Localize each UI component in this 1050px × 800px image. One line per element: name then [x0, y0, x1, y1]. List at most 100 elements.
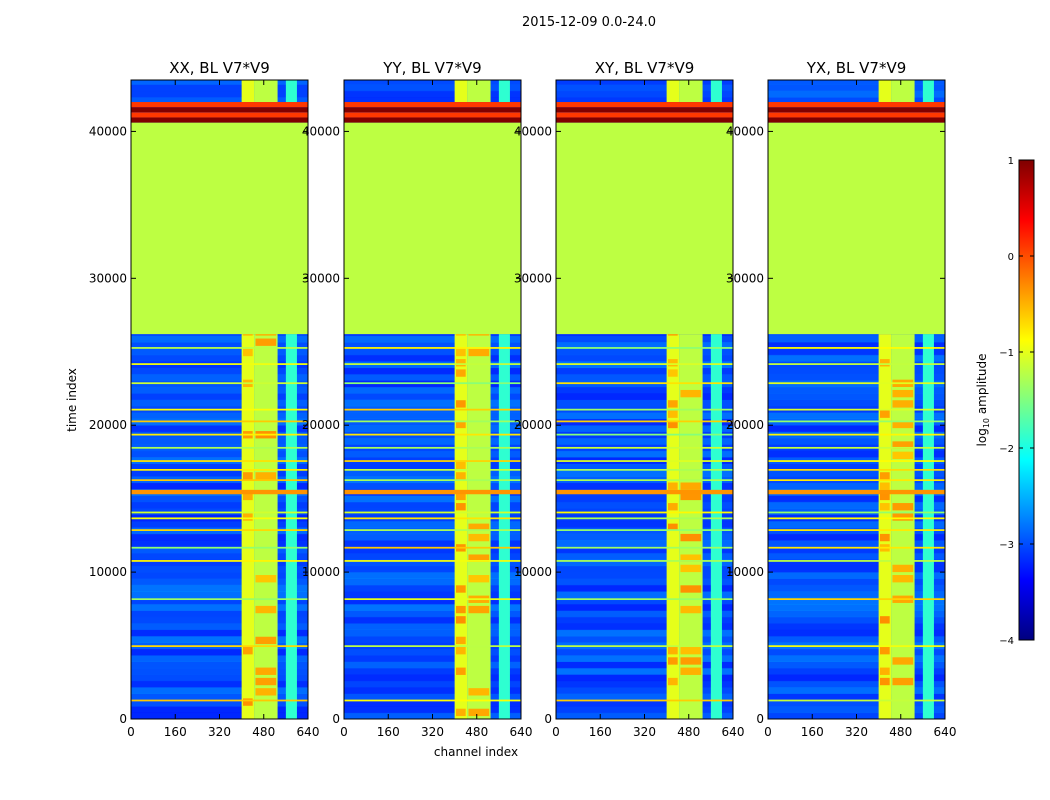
panel-2: YY, BL V7*V9 0 160 320 480 640 0 10000 20000 3000…	[302, 59, 533, 739]
heatmap-cell-row	[131, 623, 308, 631]
rfi-row	[344, 699, 521, 702]
heatmap-cell-row	[344, 661, 521, 669]
rfi-row	[556, 363, 733, 365]
heatmap-cell-row	[768, 706, 945, 714]
heatmap-cell-row	[344, 603, 521, 611]
rfi-hotspot	[892, 564, 914, 573]
rfi-hotspot	[668, 482, 678, 490]
rfi-hotspot	[456, 636, 466, 645]
rfi-hotspot	[456, 616, 466, 624]
rfi-hotspot	[456, 359, 466, 367]
heatmap-cell-row	[131, 559, 308, 567]
heatmap-cell-row	[768, 572, 945, 579]
y-tick-label: 30000	[726, 271, 764, 285]
heatmap-cell-row	[768, 341, 945, 349]
bright-channel-band	[285, 334, 297, 719]
heatmap-cell-row	[556, 623, 733, 631]
heatmap-cell-row	[344, 540, 521, 547]
rfi-row	[131, 408, 308, 411]
heatmap-cell-row	[768, 463, 945, 471]
rfi-hotspot	[680, 657, 702, 665]
heatmap-cell-row	[131, 706, 308, 714]
heatmap-cell-row	[344, 386, 521, 394]
heatmap-cell-row	[344, 482, 521, 490]
heatmap-cell-row	[556, 610, 733, 618]
bright-channel-band	[254, 80, 278, 103]
rfi-hotspot	[680, 389, 702, 398]
y-tick-label: 20000	[514, 418, 552, 432]
heatmap-cell-row	[556, 463, 733, 471]
x-tick-label: 640	[510, 725, 533, 739]
rfi-hotspot	[680, 554, 702, 562]
rfi-row	[768, 517, 945, 520]
heatmap-image	[556, 80, 733, 719]
rfi-row	[768, 468, 945, 471]
rfi-hotspot	[456, 605, 466, 614]
heatmap-cell-row	[768, 565, 945, 573]
rfi-hotspot	[668, 657, 678, 665]
saturated-row	[768, 102, 945, 108]
rfi-row	[344, 382, 521, 385]
heatmap-cell-row	[556, 393, 733, 400]
rfi-row	[768, 511, 945, 514]
strong-rfi-row	[344, 489, 521, 495]
heatmap-cell-row	[344, 348, 521, 356]
heatmap-cell-row	[344, 463, 521, 471]
bright-channel-band	[254, 334, 278, 719]
saturated-row	[131, 117, 308, 123]
rfi-hotspot	[456, 492, 466, 501]
heatmap-cell-row	[344, 520, 521, 528]
heatmap-cell-row	[556, 450, 733, 458]
rfi-hotspot	[892, 420, 914, 429]
rfi-row	[556, 598, 733, 601]
heatmap-cell-row	[131, 412, 308, 420]
heatmap-cell-row	[768, 520, 945, 528]
heatmap-cell-row	[556, 591, 733, 599]
rfi-row	[344, 420, 521, 423]
heatmap-cell-row	[131, 699, 308, 707]
heatmap-cell-row	[556, 386, 733, 394]
heatmap-cell-row	[556, 635, 733, 643]
heatmap-cell-row	[131, 584, 308, 592]
flagged-region	[344, 122, 521, 335]
colorbar-tick-label: −3	[999, 540, 1014, 551]
rfi-hotspot	[456, 461, 466, 470]
panels-group: XX, BL V7*V9 0 160 320 480 640 0 10000 20000 3000…	[89, 59, 957, 739]
saturated-row	[556, 112, 733, 118]
heatmap-cell-row	[556, 578, 733, 586]
strong-rfi-row	[131, 489, 308, 495]
heatmap-cell-row	[131, 616, 308, 624]
heatmap-cell-row	[344, 399, 521, 407]
heatmap-cell-row	[768, 540, 945, 547]
heatmap-cell-row	[344, 699, 521, 707]
rfi-hotspot	[892, 441, 914, 449]
heatmap-cell-row	[344, 648, 521, 656]
heatmap-cell-row	[344, 578, 521, 586]
heatmap-cell-row	[768, 610, 945, 618]
heatmap-cell-row	[768, 699, 945, 707]
rfi-hotspot	[255, 636, 277, 645]
heatmap-cell-row	[344, 341, 521, 349]
heatmap-cell-row	[768, 687, 945, 694]
rfi-row	[131, 479, 308, 482]
heatmap-cell-row	[768, 97, 945, 104]
rfi-row	[344, 511, 521, 514]
y-tick-label: 40000	[89, 124, 127, 138]
heatmap-cell-row	[344, 610, 521, 618]
y-tick-label: 0	[119, 712, 127, 726]
rfi-hotspot	[255, 688, 277, 696]
heatmap-cell-row	[131, 603, 308, 611]
bright-channel-band	[666, 80, 680, 103]
y-tick-label: 0	[544, 712, 552, 726]
heatmap-cell-row	[556, 661, 733, 669]
heatmap-cell-row	[131, 463, 308, 471]
saturated-row	[344, 107, 521, 113]
heatmap-cell-row	[131, 565, 308, 573]
rfi-row	[131, 382, 308, 385]
rfi-hotspot	[880, 359, 890, 367]
colorbar-tick-label: −4	[999, 636, 1014, 647]
heatmap-cell-row	[768, 425, 945, 432]
heatmap-cell-row	[556, 354, 733, 362]
heatmap-cell-row	[131, 674, 308, 682]
bright-channel-band	[498, 80, 510, 103]
